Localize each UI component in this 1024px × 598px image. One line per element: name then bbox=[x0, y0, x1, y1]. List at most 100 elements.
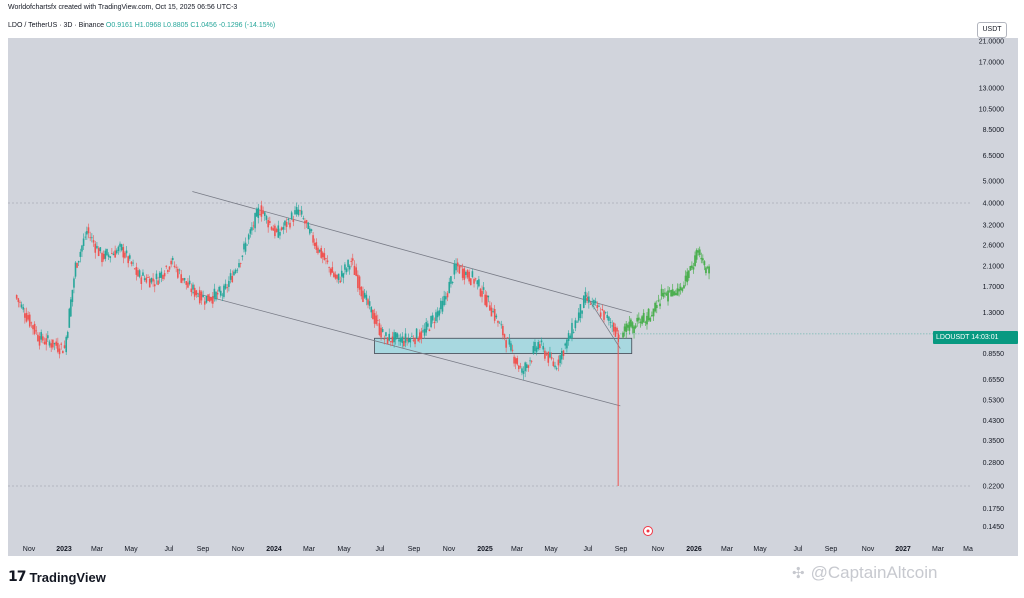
x-tick-label: Ma bbox=[963, 546, 973, 553]
projection-candle bbox=[652, 308, 655, 317]
candle-up bbox=[593, 300, 595, 305]
candle-up bbox=[284, 220, 286, 226]
candle-up bbox=[482, 287, 485, 290]
candle-down bbox=[305, 220, 308, 223]
candle-up bbox=[540, 340, 543, 343]
candle-down bbox=[545, 354, 548, 356]
candle-up bbox=[440, 300, 442, 310]
y-tick-label: 5.0000 bbox=[983, 179, 1005, 186]
candle-up bbox=[279, 231, 281, 236]
candle-up bbox=[290, 212, 293, 220]
x-tick-label: Sep bbox=[825, 546, 838, 553]
x-tick-label: Nov bbox=[652, 546, 665, 553]
x-tick-label: 2023 bbox=[56, 546, 72, 553]
currency-button[interactable]: USDT bbox=[977, 22, 1007, 38]
candle-down bbox=[50, 343, 52, 348]
candle-up bbox=[577, 312, 580, 321]
candle-up bbox=[438, 310, 441, 316]
candle-up bbox=[436, 311, 439, 318]
candle-down bbox=[479, 288, 482, 297]
y-axis: 21.0000 17.0000 13.0000 10.5000 8.5000 6.5000… bbox=[979, 39, 1004, 531]
candle-up bbox=[525, 364, 528, 368]
candle-up bbox=[476, 280, 479, 285]
candle-up bbox=[202, 295, 204, 298]
candle-down bbox=[33, 323, 36, 334]
candle-up bbox=[138, 270, 141, 277]
symbol-info[interactable]: LDO / TetherUS · 3D · Binance O0.9161 H1… bbox=[8, 22, 275, 29]
y-tick-label: 0.1750 bbox=[983, 506, 1005, 513]
projection-candle bbox=[625, 323, 628, 333]
tradingview-logo-icon: 17 bbox=[8, 569, 27, 585]
y-tick-label: 0.2800 bbox=[983, 460, 1005, 467]
candle-down bbox=[124, 252, 126, 258]
candle-up bbox=[537, 342, 540, 350]
candle-down bbox=[313, 242, 316, 246]
candle-down bbox=[417, 338, 420, 342]
candle-down bbox=[216, 293, 219, 295]
candle-up bbox=[368, 301, 371, 306]
candle-down bbox=[613, 322, 615, 332]
projection-candle bbox=[687, 270, 690, 278]
y-tick-label: 0.4300 bbox=[983, 418, 1005, 425]
y-tick-label: 17.0000 bbox=[979, 59, 1004, 66]
candle-down bbox=[403, 340, 405, 347]
candle-down bbox=[312, 235, 314, 243]
candle-up bbox=[393, 332, 395, 343]
candle-up bbox=[430, 316, 432, 328]
candle-down bbox=[616, 327, 618, 332]
x-tick-label: Sep bbox=[408, 546, 421, 553]
projection-candle bbox=[671, 289, 674, 297]
candle-down bbox=[505, 340, 507, 348]
candle-up bbox=[224, 283, 227, 289]
candle-up bbox=[183, 278, 186, 281]
x-tick-label: Nov bbox=[862, 546, 875, 553]
candle-down bbox=[231, 276, 234, 283]
candle-down bbox=[32, 325, 34, 330]
candle-down bbox=[87, 227, 90, 234]
projection-candle bbox=[637, 317, 640, 321]
candle-up bbox=[398, 339, 400, 342]
projection-candle bbox=[705, 267, 707, 274]
candle-up bbox=[106, 248, 108, 256]
candle-down bbox=[267, 220, 269, 228]
candle-down bbox=[516, 358, 519, 365]
candle-down bbox=[353, 265, 356, 275]
candle-up bbox=[495, 315, 498, 318]
candle-up bbox=[396, 333, 399, 338]
candle-down bbox=[272, 228, 275, 231]
candle-down bbox=[262, 210, 264, 214]
x-tick-label: Nov bbox=[23, 546, 36, 553]
candle-down bbox=[586, 298, 588, 301]
candle-up bbox=[549, 352, 551, 358]
candle-up bbox=[99, 247, 102, 252]
candle-down bbox=[37, 334, 39, 342]
candle-down bbox=[355, 267, 357, 276]
candle-up bbox=[409, 338, 412, 343]
y-tick-label: 4.0000 bbox=[983, 201, 1005, 208]
candle-down bbox=[133, 268, 136, 270]
tradingview-logo[interactable]: 17 TradingView bbox=[8, 569, 106, 585]
candle-up bbox=[411, 335, 413, 337]
candle-down bbox=[153, 284, 156, 287]
candle-up bbox=[611, 325, 613, 327]
candle-up bbox=[445, 296, 447, 300]
candle-up bbox=[337, 273, 340, 281]
candle-up bbox=[277, 225, 280, 238]
candle-up bbox=[48, 341, 51, 346]
candle-down bbox=[94, 243, 97, 253]
candle-down bbox=[351, 258, 354, 261]
candle-up bbox=[465, 271, 467, 276]
x-tick-label: Mar bbox=[91, 546, 104, 553]
candle-up bbox=[233, 271, 235, 276]
candle-up bbox=[344, 264, 346, 270]
candle-down bbox=[19, 301, 21, 303]
candle-down bbox=[292, 219, 295, 222]
projection-candle bbox=[703, 261, 706, 266]
candle-down bbox=[157, 280, 159, 285]
symbol-name[interactable]: LDO / TetherUS · 3D · Binance bbox=[8, 22, 104, 29]
candle-down bbox=[503, 334, 506, 338]
candle-down bbox=[148, 278, 151, 288]
candle-up bbox=[555, 368, 558, 370]
projection-candle bbox=[649, 317, 652, 322]
